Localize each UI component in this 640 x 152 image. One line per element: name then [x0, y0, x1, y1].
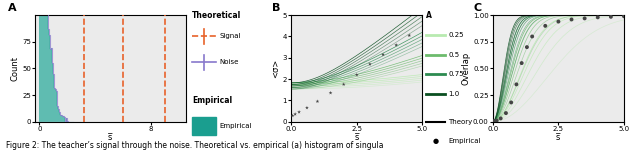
Bar [61, 115, 62, 122]
Text: 0.5: 0.5 [448, 52, 459, 58]
Bar [45, 0, 46, 122]
Point [312, 100, 323, 103]
Point [506, 101, 516, 104]
Text: Noise: Noise [220, 59, 239, 65]
Bar [47, 0, 49, 122]
Point [391, 44, 401, 46]
Point [566, 18, 577, 21]
Point [553, 20, 564, 23]
Bar [60, 115, 61, 122]
Text: B: B [271, 3, 280, 13]
Bar [54, 88, 55, 122]
Bar [63, 116, 64, 122]
Bar [64, 117, 65, 122]
Bar [66, 118, 67, 122]
X-axis label: s̅: s̅ [355, 133, 359, 142]
Point [287, 114, 298, 117]
Point [522, 46, 532, 48]
Y-axis label: Overlap: Overlap [461, 52, 470, 85]
Bar [67, 121, 68, 122]
Text: Empirical: Empirical [220, 123, 252, 129]
Text: Empirical: Empirical [192, 96, 232, 105]
Point [593, 16, 603, 19]
Y-axis label: Count: Count [10, 56, 19, 81]
X-axis label: s̅: s̅ [108, 133, 113, 142]
Bar [51, 48, 52, 122]
Bar [42, 0, 44, 122]
Text: Theory: Theory [448, 119, 472, 125]
Point [489, 120, 499, 122]
Point [511, 83, 522, 86]
Bar [46, 0, 47, 122]
Point [365, 63, 375, 65]
Bar [56, 91, 58, 122]
Text: Figure 2: The teacher’s signal through the noise. Theoretical vs. empirical (a) : Figure 2: The teacher’s signal through t… [6, 142, 384, 150]
Point [378, 53, 388, 56]
Text: Theoretical: Theoretical [192, 11, 241, 20]
Bar [40, 0, 42, 122]
Bar [52, 63, 53, 122]
Text: ●: ● [432, 138, 438, 144]
Y-axis label: <σ>: <σ> [271, 59, 280, 78]
Point [339, 83, 349, 86]
Point [302, 107, 312, 109]
Text: 0.25: 0.25 [448, 32, 463, 38]
Bar [62, 116, 63, 122]
Point [352, 74, 362, 76]
Text: 1.0: 1.0 [448, 91, 460, 97]
Bar [49, 35, 51, 122]
Text: A: A [426, 11, 431, 20]
Point [290, 113, 300, 115]
Point [516, 62, 527, 64]
Text: 0.75: 0.75 [448, 71, 463, 78]
Point [580, 17, 590, 20]
Point [326, 92, 336, 94]
Bar [55, 89, 56, 122]
Text: Signal: Signal [220, 33, 241, 40]
Point [540, 25, 550, 27]
Point [404, 34, 415, 37]
Point [417, 12, 428, 14]
Point [527, 35, 538, 38]
Text: C: C [473, 3, 481, 13]
Bar [44, 0, 45, 122]
Point [492, 119, 502, 122]
Point [294, 111, 304, 113]
Bar [53, 74, 54, 122]
Point [605, 16, 616, 18]
Bar [58, 109, 60, 122]
Text: A: A [8, 3, 17, 13]
Point [495, 117, 506, 120]
X-axis label: s̅: s̅ [556, 133, 561, 142]
Point [619, 15, 629, 17]
Text: Empirical: Empirical [448, 138, 481, 144]
Point [501, 112, 511, 114]
